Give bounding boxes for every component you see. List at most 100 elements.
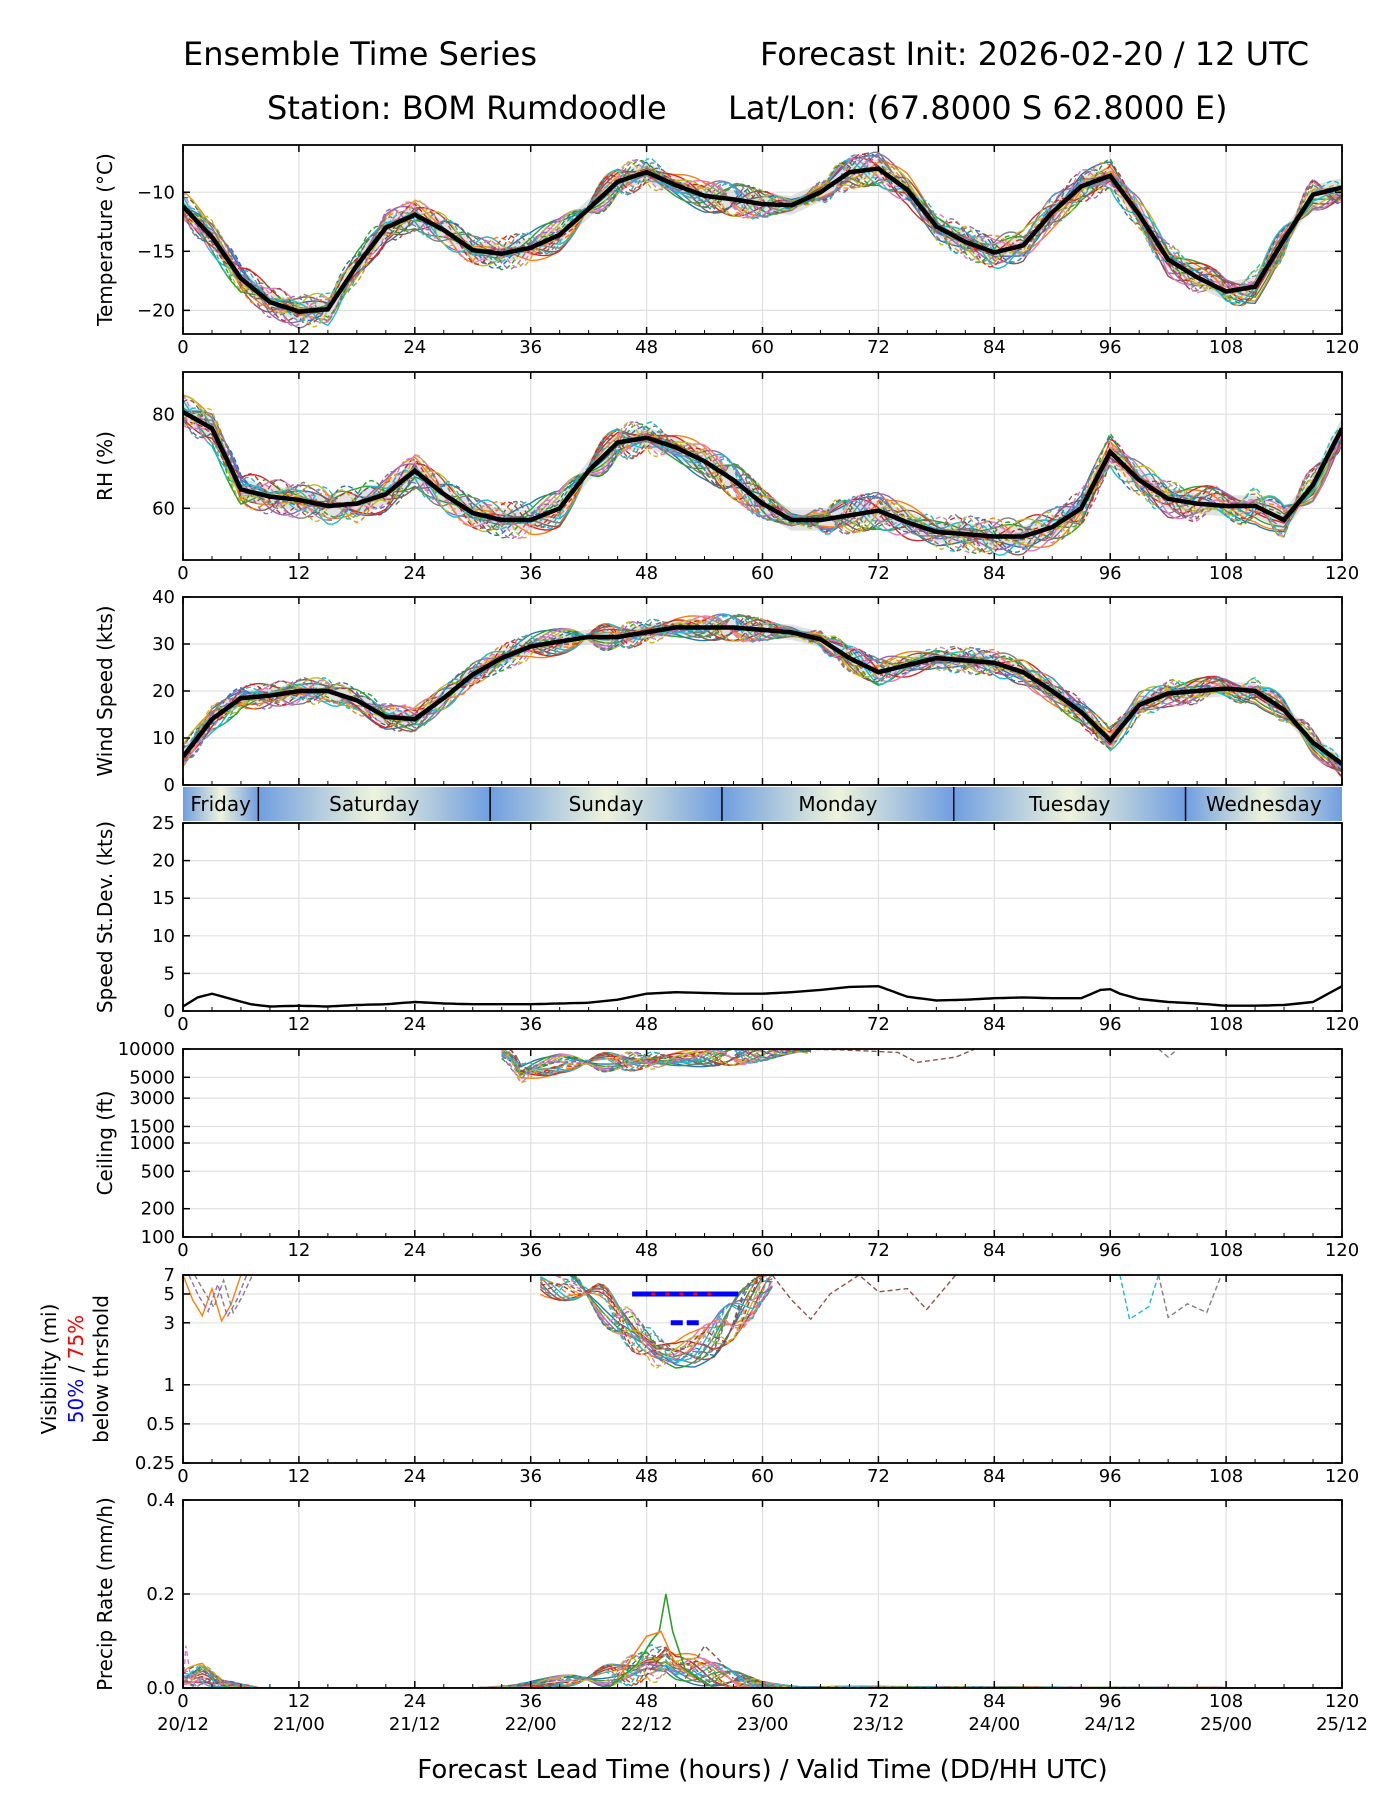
xtick-label-sdev-4: 48 [635,1014,658,1035]
plot-area-ceiling [501,1049,1179,1084]
series-member-ceiling-17 [501,1049,811,1084]
xtick-label-rh-0: 0 [177,563,188,584]
series-member-vis-tail [771,1275,957,1321]
day-segment-monday [721,787,954,821]
ytick-label-wind-0: 0 [164,775,175,796]
series-member-vis-17 [540,1275,773,1367]
series-member-vis-1 [540,1275,773,1368]
xtick-label-ceiling-1: 12 [287,1240,310,1261]
valid-time-label-4: 22/12 [621,1714,673,1735]
ytick-label-rh-1: 80 [152,404,175,425]
series-member-precip-second [616,1630,696,1680]
panel-ceiling: 0 12 24 36 48 60 72 84 96 108 120 100 200 500 10001500… [93,1039,1359,1261]
series-member-ceiling-20 [501,1049,811,1076]
xtick-label-rh-1: 12 [287,563,310,584]
series-member-ceiling-14 [501,1049,811,1075]
series-member-vis-9 [540,1275,773,1351]
valid-time-label-2: 21/12 [389,1714,441,1735]
ytick-label-sdev-4: 20 [152,851,175,872]
xtick-label-sdev-2: 24 [403,1014,426,1035]
panel-rh: 0 12 24 36 48 60 72 84 96 108 120 60 80 RH (%) [93,371,1359,584]
ytick-label-ceiling-7: 10000 [118,1039,175,1060]
ylabel-sdev: Speed St.Dev. (kts) [93,821,117,1013]
series-speed-stdev [183,984,1342,1008]
station-title: Station: BOM Rumdoodle [267,89,667,127]
series-mean-temp [183,166,1342,314]
xtick-label-vis-8: 96 [1099,1466,1122,1487]
xtick-label-vis-10: 120 [1325,1466,1359,1487]
xtick-label-sdev-7: 84 [983,1014,1006,1035]
ytick-label-ceiling-5: 3000 [129,1088,175,1109]
series-member-precip-start [183,1645,199,1688]
series-member-rh-15 [183,415,1342,550]
series-member-temp-18 [183,155,1342,324]
ylabel-temp: Temperature (°C) [93,153,117,327]
xtick-label-rh-7: 84 [983,563,1006,584]
xtick-label-precip-9: 108 [1209,1691,1243,1712]
series-member-temp-9 [183,165,1342,314]
day-segment-wednesday [1185,787,1342,821]
xtick-label-sdev-3: 36 [519,1014,542,1035]
series-member-temp-5 [183,152,1342,324]
ytick-label-wind-3: 30 [152,634,175,655]
forecast-init-title: Forecast Init: 2026-02-20 / 12 UTC [760,35,1310,73]
series-member-wind-16 [183,615,1342,773]
ylabel-vis: Visibility (mi) [37,1304,61,1435]
xtick-label-temp-5: 60 [751,337,774,358]
ytick-label-rh-0: 60 [152,498,175,519]
ytick-label-ceiling-6: 5000 [129,1067,175,1088]
xtick-label-ceiling-5: 60 [751,1240,774,1261]
ytick-label-wind-4: 40 [152,587,175,608]
series-member-ceiling-13 [501,1049,811,1076]
series-member-ceiling-19 [501,1049,811,1084]
valid-time-label-10: 25/12 [1316,1714,1368,1735]
series-member-vis-20 [539,1275,773,1365]
xtick-label-temp-6: 72 [867,337,890,358]
series-member-temp-4 [183,156,1342,315]
series-member-vis-12 [540,1275,773,1358]
series-member-rh-19 [183,407,1342,551]
ylabel-precip: Precip Rate (mm/h) [93,1497,117,1691]
ylabel-ceiling: Ceiling (ft) [93,1091,117,1196]
series-member-temp-16 [183,162,1342,326]
xtick-label-sdev-6: 72 [867,1014,890,1035]
xtick-label-rh-5: 60 [751,563,774,584]
valid-time-label-0: 20/12 [157,1714,209,1735]
xtick-label-temp-9: 108 [1209,337,1243,358]
series-member-vis-early-1 [183,1275,242,1323]
valid-time-label-3: 22/00 [505,1714,557,1735]
series-member-rh-16 [183,398,1342,553]
xtick-label-precip-8: 96 [1099,1691,1122,1712]
xtick-label-rh-2: 24 [403,563,426,584]
chart-title-left: Ensemble Time Series [183,35,537,73]
xtick-label-temp-3: 36 [519,337,542,358]
day-label-monday: Monday [798,792,877,816]
xtick-label-ceiling-6: 72 [867,1240,890,1261]
ylabel-vis-sep: / [64,1359,88,1378]
ytick-label-ceiling-2: 500 [141,1161,175,1182]
ytick-label-temp-2: −10 [137,182,175,203]
series-member-temp-13 [183,157,1342,319]
ytick-label-vis-4: 5 [164,1284,175,1305]
latlon-title: Lat/Lon: (67.8000 S 62.8000 E) [728,89,1228,127]
series-member-ceiling-late [1158,1049,1179,1059]
series-member-vis-early-3 [193,1275,254,1315]
xtick-label-precip-0: 0 [177,1691,188,1712]
day-label-sunday: Sunday [569,792,644,816]
xtick-label-precip-3: 36 [519,1691,542,1712]
xtick-label-rh-3: 36 [519,563,542,584]
xtick-label-ceiling-7: 84 [983,1240,1006,1261]
panel-sdev: 0 12 24 36 48 60 72 84 96 108 120 0 5 10 15 20 25 Speed S… [93,813,1359,1035]
xtick-label-temp-0: 0 [177,337,188,358]
series-member-vis-14 [540,1275,773,1356]
xtick-label-sdev-9: 108 [1209,1014,1243,1035]
ytick-label-vis-1: 0.5 [146,1414,175,1435]
ytick-label-sdev-3: 15 [152,888,175,909]
xtick-label-sdev-0: 0 [177,1014,188,1035]
ytick-label-temp-0: −20 [137,300,175,321]
ytick-label-vis-3: 3 [164,1313,175,1334]
ytick-label-precip-1: 0.2 [146,1584,175,1605]
xtick-label-ceiling-10: 120 [1325,1240,1359,1261]
xtick-label-precip-5: 60 [751,1691,774,1712]
series-member-rh-13 [183,407,1342,555]
